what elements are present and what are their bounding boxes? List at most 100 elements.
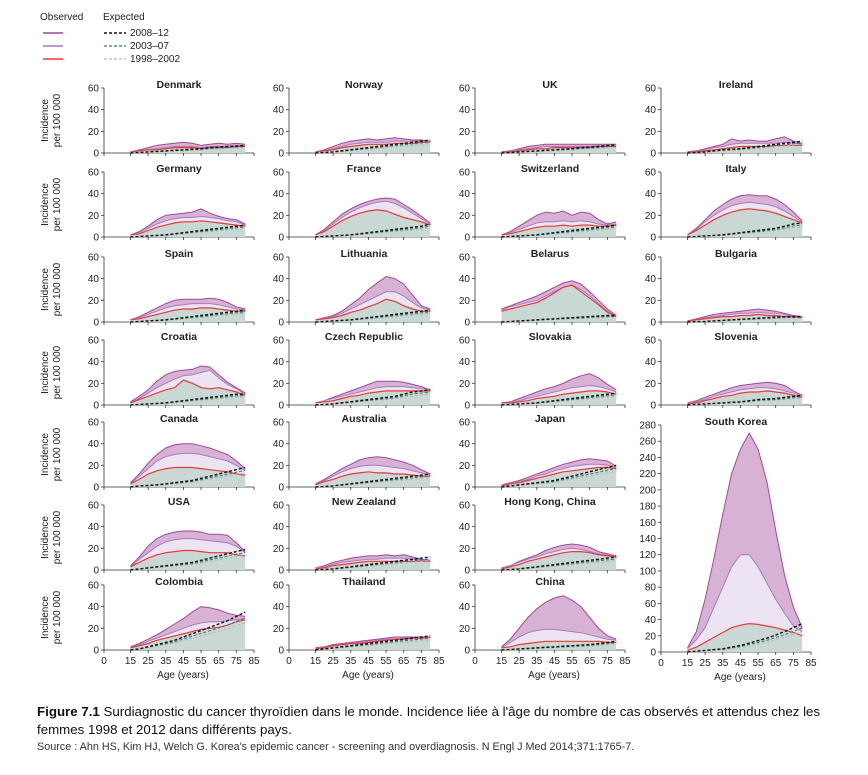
panel-title: USA (168, 496, 191, 508)
observed-1998-2002-line (687, 144, 803, 153)
y-tick-label: 20 (645, 211, 657, 222)
x-tick-label: 45 (363, 656, 375, 667)
y-tick-label: 100 (639, 566, 656, 577)
band-2008-12-area (501, 373, 617, 403)
band-1998-2002-area (687, 314, 803, 322)
observed-1998-2002-line (501, 466, 617, 487)
y-tick-label: 40 (88, 189, 100, 200)
observed-2003-07-line (315, 140, 431, 153)
band-2008-12-area (687, 194, 803, 235)
y-tick-label: 60 (273, 168, 285, 179)
y-tick-label: 60 (88, 253, 100, 264)
y-tick-label: 60 (88, 501, 100, 512)
y-axis-label-line1: Incidence (40, 268, 51, 311)
panel-czech-republic: Czech Republic 0 20 40 60 (273, 331, 440, 412)
expected-1998-2002-line (130, 396, 246, 406)
y-tick-label: 0 (93, 646, 99, 657)
panel-title: Italy (725, 163, 746, 175)
observed-2008-12-line (130, 208, 246, 236)
y-tick-label: 60 (459, 581, 471, 592)
band-2008-12-area (130, 606, 246, 648)
y-axis-label-line2: per 100 000 (52, 177, 63, 231)
observed-1998-2002-line (130, 220, 246, 236)
y-tick-label: 0 (464, 318, 470, 329)
observed-2003-07-line (687, 201, 803, 236)
band-2003-07-area (315, 291, 431, 320)
y-tick-label: 40 (273, 439, 285, 450)
expected-1998-2002-line (501, 560, 617, 571)
observed-2003-07-line (687, 311, 803, 322)
y-tick-label: 60 (273, 418, 285, 429)
band-1998-2002-area (687, 623, 803, 652)
x-tick-label: 0 (472, 656, 478, 667)
x-tick-label: 75 (231, 656, 243, 667)
y-tick-label: 40 (273, 105, 285, 116)
y-tick-label: 40 (273, 357, 285, 368)
y-tick-label: 0 (650, 318, 656, 329)
expected-2008-12-line (315, 556, 431, 571)
y-tick-label: 60 (273, 581, 285, 592)
y-axis-label-line2: per 100 000 (52, 427, 63, 481)
y-tick-label: 40 (459, 105, 471, 116)
panel-title: Hong Kong, China (504, 496, 596, 508)
y-tick-label: 60 (645, 168, 657, 179)
y-tick-label: 0 (278, 483, 284, 494)
observed-2008-12-line (315, 137, 431, 153)
y-tick-label: 40 (88, 439, 100, 450)
expected-1998-2002-line (130, 472, 246, 488)
legend-entry-1998-2002: 1998–2002 (130, 54, 180, 65)
y-tick-label: 60 (459, 84, 471, 95)
figure-label: Figure 7.1 (37, 704, 100, 719)
y-tick-label: 40 (88, 357, 100, 368)
panel-title: Slovenia (714, 331, 757, 343)
x-tick-label: 75 (602, 656, 614, 667)
panel-denmark: Denmark 0 20 40 60 (88, 79, 255, 160)
y-tick-label: 180 (639, 502, 656, 513)
y-tick-label: 40 (88, 522, 100, 533)
band-2003-07-area (130, 618, 246, 648)
y-tick-label: 20 (459, 461, 471, 472)
y-tick-label: 20 (273, 379, 285, 390)
panel-title: South Korea (705, 416, 768, 428)
expected-1998-2002-line (315, 639, 431, 651)
observed-2008-12-line (130, 606, 246, 648)
observed-2003-07-line (501, 628, 617, 649)
band-2003-07-area (687, 554, 803, 651)
expected-1998-2002-line (501, 395, 617, 406)
panel-title: Australia (342, 413, 387, 425)
panel-australia: Australia 0 20 40 60 (273, 413, 440, 494)
x-tick-label: 85 (619, 656, 631, 667)
y-axis-label-line2: per 100 000 (52, 590, 63, 644)
x-tick-label: 25 (514, 656, 526, 667)
panel-croatia: Croatia 0 20 40 60 (88, 331, 255, 412)
x-tick-label: 25 (700, 658, 712, 669)
observed-2008-12-line (501, 280, 617, 316)
expected-2008-12-line (501, 392, 617, 406)
x-axis-label: Age (years) (157, 670, 209, 681)
panel-title: Colombia (155, 576, 203, 588)
expected-1998-2002-line (130, 622, 246, 651)
band-2008-12-area (130, 142, 246, 152)
band-1998-2002-area (130, 467, 246, 487)
observed-2008-12-line (687, 194, 803, 236)
band-2008-12-area (130, 531, 246, 567)
band-1998-2002-area (501, 390, 617, 405)
observed-2003-07-line (130, 369, 246, 404)
y-tick-label: 240 (639, 453, 656, 464)
y-axis-labels: Incidence per 100 000 Incidence per 100 000… (40, 93, 63, 644)
band-2008-12-area (687, 382, 803, 403)
panel-spain: Spain 0 20 40 60 (88, 248, 255, 329)
y-tick-label: 0 (278, 318, 284, 329)
y-tick-label: 60 (273, 336, 285, 347)
expected-2003-07-line (130, 469, 246, 488)
y-axis-label-line1: Incidence (40, 99, 51, 142)
observed-1998-2002-line (315, 141, 431, 153)
panel-title: Lithuania (341, 248, 388, 260)
y-tick-label: 0 (93, 149, 99, 160)
expected-2003-07-line (315, 141, 431, 154)
legend-observed-title: Observed (40, 12, 83, 23)
observed-2003-07-line (130, 303, 246, 321)
observed-1998-2002-line (501, 284, 617, 318)
observed-2003-07-line (501, 384, 617, 404)
observed-2008-12-line (315, 554, 431, 569)
